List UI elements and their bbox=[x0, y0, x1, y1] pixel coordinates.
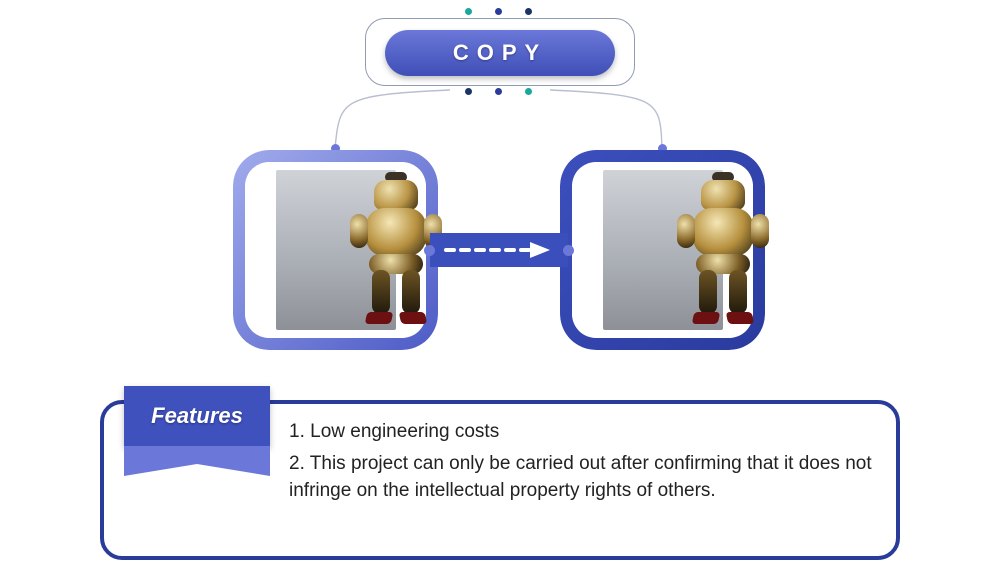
title-bottom-dots bbox=[465, 88, 535, 96]
features-tab: Features bbox=[124, 386, 270, 446]
arrow-icon bbox=[444, 240, 554, 260]
copy-image bbox=[603, 170, 723, 330]
arrow-endpoint-left bbox=[424, 245, 435, 256]
features-box: Features 1. Low engineering costs 2. Thi… bbox=[100, 400, 900, 560]
features-list: 1. Low engineering costs 2. This project… bbox=[289, 418, 889, 509]
arrow-endpoint-right bbox=[563, 245, 574, 256]
title-text: COPY bbox=[453, 40, 547, 66]
source-panel bbox=[233, 150, 438, 350]
features-tab-label: Features bbox=[151, 403, 243, 429]
features-tab-fold bbox=[124, 446, 270, 476]
source-image bbox=[276, 170, 396, 330]
copy-arrow bbox=[430, 233, 568, 267]
title-pill: COPY bbox=[385, 30, 615, 76]
title-top-dots bbox=[465, 8, 535, 16]
copy-panel bbox=[560, 150, 765, 350]
feature-item: 2. This project can only be carried out … bbox=[289, 450, 889, 505]
feature-item: 1. Low engineering costs bbox=[289, 418, 889, 446]
